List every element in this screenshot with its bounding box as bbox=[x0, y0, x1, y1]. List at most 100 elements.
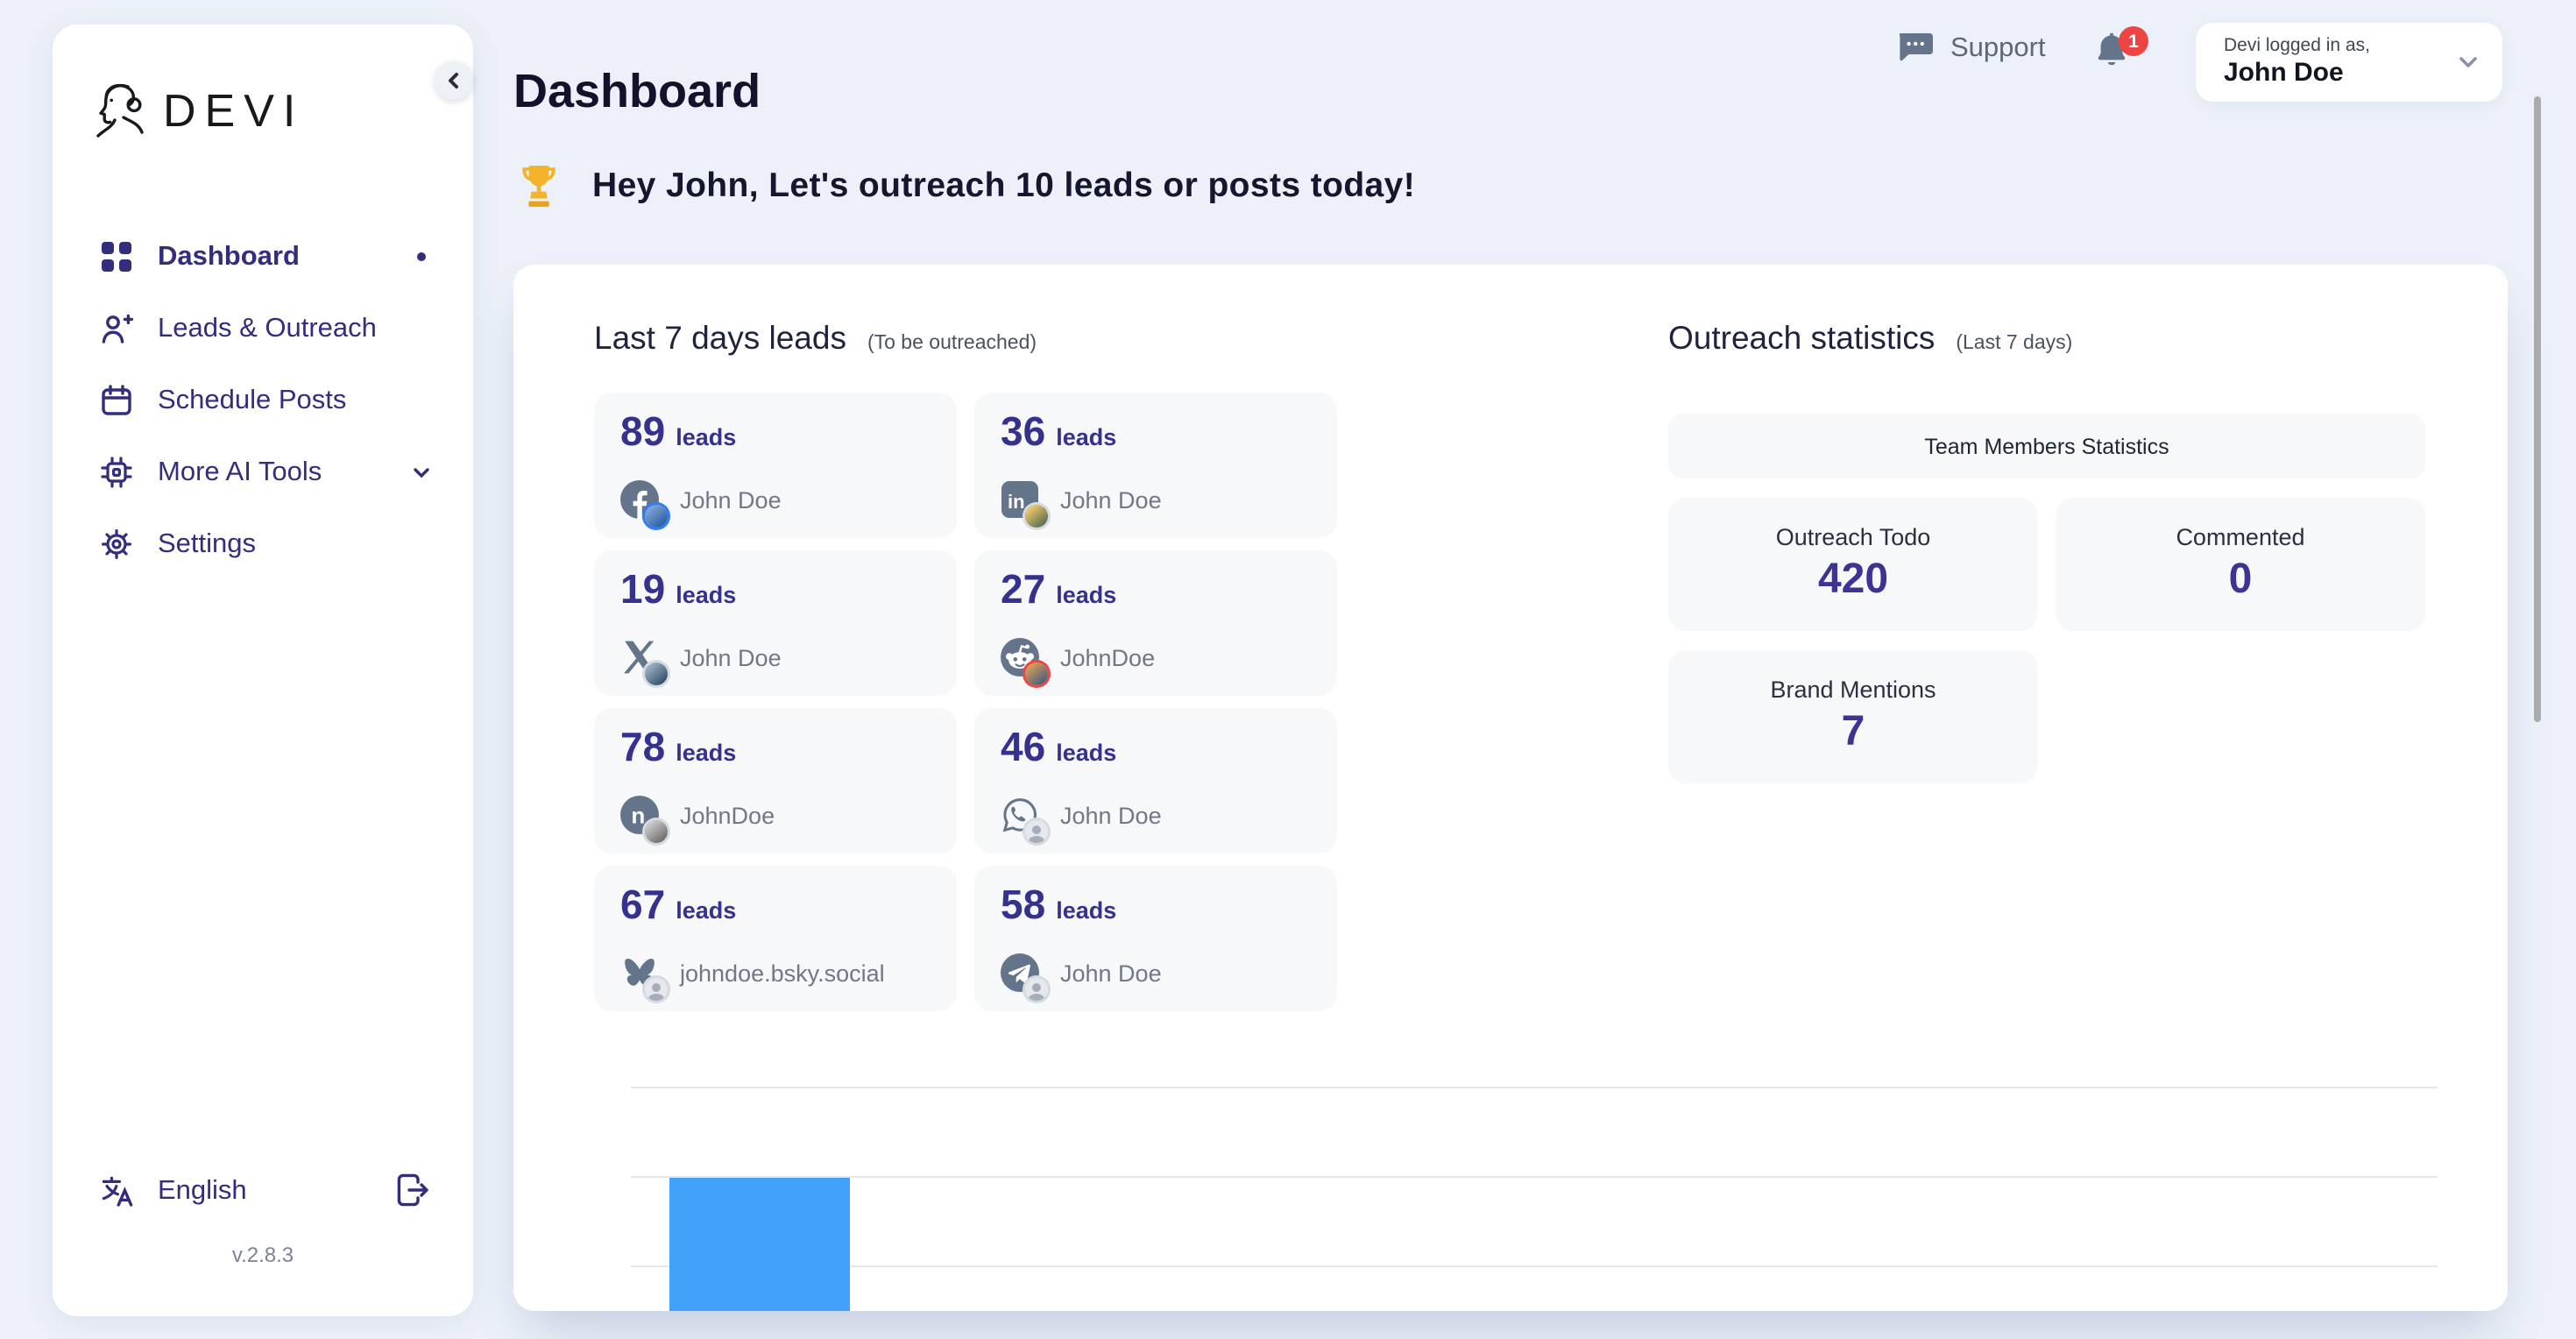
login-prefix: Devi logged in as, bbox=[2224, 35, 2370, 56]
lead-card-x-twitter: 19 leads John Doe bbox=[594, 550, 957, 696]
lead-card-whatsapp: 46 leads John Doe bbox=[974, 708, 1337, 854]
account-avatar bbox=[1025, 662, 1048, 685]
daily-goal-banner: Hey John, Let's outreach 10 leads or pos… bbox=[517, 163, 1415, 210]
devi-face-logo-icon bbox=[96, 83, 144, 138]
lead-count: 27 bbox=[1001, 566, 1046, 612]
leads-bar-chart bbox=[631, 1087, 2438, 1311]
bell-icon bbox=[2098, 32, 2126, 66]
stat-label: Brand Mentions bbox=[1770, 677, 1936, 703]
logo-text: DEVI bbox=[163, 83, 305, 136]
lead-card-nextdoor: 78 leads n JohnDoe bbox=[594, 708, 957, 854]
chevron-down-icon bbox=[2455, 49, 2481, 75]
language-label: English bbox=[158, 1176, 247, 1206]
svg-text:in: in bbox=[1008, 491, 1025, 513]
x-twitter-icon bbox=[620, 638, 668, 685]
lead-count: 58 bbox=[1001, 882, 1046, 927]
sidebar-item-settings[interactable]: Settings bbox=[53, 508, 473, 580]
sidebar-item-label: Dashboard bbox=[158, 241, 300, 271]
lead-account: John Doe bbox=[680, 644, 782, 670]
sidebar-item-dashboard[interactable]: Dashboard bbox=[53, 221, 473, 293]
chart-bar bbox=[669, 1178, 850, 1311]
lead-count: 36 bbox=[1001, 408, 1046, 454]
stats-section-subtitle: (Last 7 days) bbox=[1956, 333, 2073, 354]
stat-label: Outreach Todo bbox=[1775, 524, 1931, 550]
account-avatar bbox=[645, 505, 668, 528]
bluesky-icon bbox=[620, 953, 668, 1001]
stat-card-outreach-todo: Outreach Todo 420 bbox=[1668, 498, 2038, 631]
sidebar: DEVI Dashboard Leads & Outreach bbox=[53, 25, 473, 1316]
account-avatar bbox=[645, 820, 668, 843]
support-button[interactable]: Support bbox=[1898, 32, 2046, 65]
chart-gridline bbox=[631, 1087, 2438, 1088]
telegram-icon bbox=[1001, 953, 1048, 1001]
lead-account: JohnDoe bbox=[1060, 644, 1156, 670]
account-avatar bbox=[1025, 505, 1048, 528]
sidebar-item-schedule-posts[interactable]: Schedule Posts bbox=[53, 365, 473, 436]
leads-section-title: Last 7 days leads bbox=[594, 319, 846, 356]
calendar-icon bbox=[100, 384, 133, 417]
language-selector[interactable]: English bbox=[53, 1165, 473, 1218]
sidebar-item-leads-outreach[interactable]: Leads & Outreach bbox=[53, 293, 473, 365]
chevron-left-icon bbox=[449, 73, 458, 89]
reddit-icon bbox=[1001, 638, 1048, 685]
lead-card-facebook: 89 leads John Doe bbox=[594, 393, 957, 538]
lead-card-linkedin: 36 leads in John Doe bbox=[974, 393, 1337, 538]
lead-count: 46 bbox=[1001, 724, 1046, 769]
sidebar-collapse-button[interactable] bbox=[435, 61, 473, 100]
lead-account: JohnDoe bbox=[680, 802, 775, 828]
lead-account: John Doe bbox=[1060, 960, 1162, 986]
stat-value: 420 bbox=[1817, 556, 1889, 603]
user-menu[interactable]: Devi logged in as, John Doe bbox=[2196, 23, 2502, 102]
lead-account: John Doe bbox=[1060, 486, 1162, 513]
lead-card-reddit: 27 leads JohnDoe bbox=[974, 550, 1337, 696]
chart-gridline bbox=[631, 1176, 2438, 1178]
gear-icon bbox=[100, 528, 133, 561]
linkedin-icon: in bbox=[1001, 480, 1048, 528]
chart-gridline bbox=[631, 1265, 2438, 1267]
account-avatar-placeholder bbox=[1025, 820, 1048, 843]
notification-badge: 1 bbox=[2119, 26, 2148, 56]
lead-account: John Doe bbox=[680, 486, 782, 513]
stat-card-brand-mentions: Brand Mentions 7 bbox=[1668, 650, 2038, 783]
chevron-down-icon bbox=[410, 461, 433, 484]
sidebar-footer: English v.2.8.3 bbox=[53, 1165, 473, 1267]
nextdoor-icon: n bbox=[620, 796, 668, 843]
account-avatar bbox=[645, 662, 668, 685]
team-members-statistics-button[interactable]: Team Members Statistics bbox=[1668, 414, 2425, 478]
leads-section-header: Last 7 days leads (To be outreached) bbox=[594, 319, 1037, 358]
app-version: v.2.8.3 bbox=[231, 1243, 294, 1267]
user-plus-icon bbox=[100, 312, 133, 345]
trophy-icon bbox=[522, 166, 556, 207]
sidebar-item-label: Leads & Outreach bbox=[158, 313, 377, 343]
stats-section-header: Outreach statistics (Last 7 days) bbox=[1668, 319, 2072, 358]
user-name: John Doe bbox=[2224, 58, 2344, 88]
leads-section-subtitle: (To be outreached) bbox=[867, 333, 1037, 354]
svg-text:n: n bbox=[631, 803, 645, 829]
lead-count: 78 bbox=[620, 724, 666, 769]
grid-icon bbox=[100, 240, 133, 273]
sidebar-nav: Dashboard Leads & Outreach Schedule Post… bbox=[53, 221, 473, 580]
notifications-button[interactable]: 1 bbox=[2092, 26, 2152, 84]
whatsapp-icon bbox=[1001, 796, 1048, 843]
leads-grid: 89 leads John Doe 36 leads in John Do bbox=[594, 393, 1337, 1011]
page-title: Dashboard bbox=[513, 65, 761, 118]
greeting-text: Hey John, Let's outreach 10 leads or pos… bbox=[592, 166, 1416, 205]
logo: DEVI bbox=[91, 81, 304, 140]
sidebar-item-more-ai-tools[interactable]: More AI Tools bbox=[53, 436, 473, 508]
lead-count: 19 bbox=[620, 566, 666, 612]
page-scrollbar[interactable] bbox=[2534, 96, 2540, 722]
logout-icon[interactable] bbox=[393, 1171, 431, 1209]
lead-account: John Doe bbox=[1060, 802, 1162, 828]
chat-bubble-icon bbox=[1899, 33, 1933, 61]
lead-card-bluesky: 67 leads johndoe.bsky.social bbox=[594, 866, 957, 1011]
sidebar-item-label: More AI Tools bbox=[158, 457, 322, 486]
stats-section-title: Outreach statistics bbox=[1668, 319, 1936, 356]
dashboard-panel: Last 7 days leads (To be outreached) 89 l… bbox=[513, 265, 2508, 1311]
translate-icon bbox=[100, 1174, 135, 1209]
support-label: Support bbox=[1950, 32, 2046, 62]
stat-value: 0 bbox=[2228, 556, 2253, 603]
account-avatar-placeholder bbox=[1025, 978, 1048, 1001]
sidebar-item-label: Settings bbox=[158, 528, 257, 558]
lead-count: 89 bbox=[620, 408, 666, 454]
